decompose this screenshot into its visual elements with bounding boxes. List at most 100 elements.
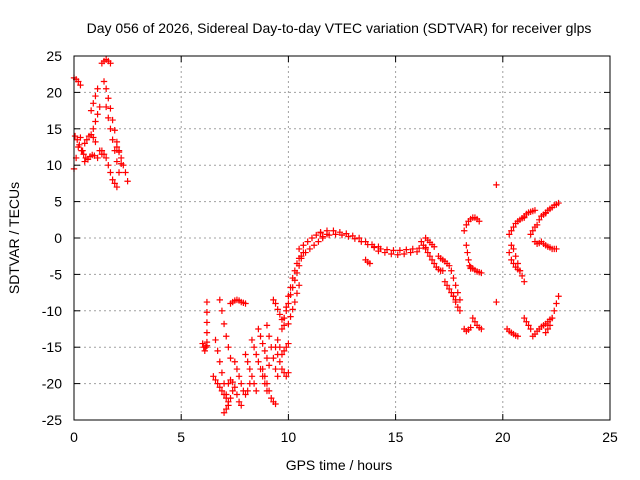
- data-point: [338, 231, 346, 239]
- data-point: [77, 81, 84, 89]
- data-point: [235, 373, 243, 380]
- data-point: [92, 92, 99, 100]
- data-point: [285, 369, 292, 376]
- data-point: [533, 221, 541, 229]
- data-point: [450, 293, 457, 300]
- data-point: [308, 234, 316, 242]
- data-point: [285, 320, 292, 328]
- data-point: [276, 358, 284, 365]
- data-point: [355, 234, 363, 242]
- data-point: [452, 298, 459, 306]
- data-point: [261, 347, 269, 355]
- data-point: [218, 307, 226, 314]
- y-tick-label: -15: [42, 339, 62, 355]
- data-point: [77, 134, 84, 141]
- data-point: [276, 311, 284, 318]
- data-point: [111, 180, 118, 187]
- data-point: [298, 253, 305, 260]
- data-point: [216, 358, 223, 365]
- data-point: [555, 293, 562, 300]
- data-point: [102, 154, 110, 162]
- data-point: [413, 248, 421, 256]
- data-point: [246, 365, 254, 373]
- data-point: [203, 298, 211, 306]
- data-point: [214, 347, 221, 355]
- data-point: [107, 169, 114, 176]
- data-point: [235, 398, 243, 405]
- data-point: [255, 325, 262, 333]
- data-point: [203, 329, 211, 336]
- data-point: [506, 231, 513, 238]
- grid-layer: [74, 56, 610, 420]
- data-point: [107, 105, 114, 112]
- data-point: [272, 365, 279, 373]
- data-point: [199, 340, 206, 347]
- x-tick-label: 5: [177, 429, 185, 445]
- data-point: [212, 336, 219, 344]
- data-point: [510, 245, 517, 253]
- data-point: [96, 147, 103, 154]
- y-tick-label: 0: [54, 230, 62, 246]
- data-point: [87, 107, 95, 114]
- plot-frame: [73, 55, 611, 421]
- data-point: [109, 116, 116, 124]
- data-point: [223, 391, 230, 398]
- data-point: [420, 242, 427, 249]
- data-point: [364, 241, 371, 248]
- data-point: [448, 289, 455, 296]
- data-point: [81, 158, 88, 165]
- data-point: [227, 354, 234, 362]
- data-point: [454, 303, 461, 311]
- data-point: [525, 322, 532, 329]
- data-point: [276, 344, 284, 351]
- data-point: [418, 238, 425, 245]
- data-point: [78, 147, 85, 154]
- data-point: [223, 333, 230, 340]
- data-point: [450, 274, 457, 282]
- data-point: [257, 333, 264, 340]
- data-point: [76, 141, 83, 149]
- data-point: [358, 238, 365, 245]
- y-tick-label: -10: [42, 303, 62, 319]
- data-point: [544, 325, 552, 333]
- data-point: [553, 245, 560, 253]
- data-point: [229, 387, 236, 395]
- data-point: [225, 402, 232, 409]
- data-point: [506, 249, 513, 256]
- data-point: [345, 233, 352, 240]
- data-point: [283, 307, 290, 314]
- data-point: [471, 318, 479, 325]
- data-point: [111, 127, 118, 134]
- data-point: [285, 340, 292, 347]
- data-point: [323, 227, 331, 234]
- data-point: [216, 296, 223, 304]
- data-point: [527, 325, 534, 333]
- data-point: [90, 100, 97, 107]
- data-point: [74, 136, 81, 143]
- data-point: [102, 85, 110, 92]
- data-point: [233, 391, 241, 398]
- data-point: [456, 307, 464, 314]
- data-point: [263, 322, 271, 329]
- data-point: [454, 289, 461, 296]
- data-point: [422, 245, 429, 253]
- data-point: [553, 300, 560, 307]
- data-point: [424, 249, 431, 256]
- data-point: [287, 291, 294, 298]
- data-point: [394, 251, 401, 258]
- data-point: [238, 380, 245, 387]
- y-tick-label: -5: [50, 266, 63, 282]
- x-tick-label: 20: [495, 429, 511, 445]
- data-point: [80, 151, 87, 158]
- data-point: [548, 314, 556, 322]
- data-point: [542, 329, 549, 336]
- data-point: [430, 260, 438, 267]
- data-point: [287, 313, 294, 320]
- data-point: [403, 246, 410, 253]
- y-axis-label: SDTVAR / TECUs: [6, 182, 22, 294]
- data-point: [117, 154, 125, 162]
- data-point: [265, 387, 273, 395]
- data-point: [115, 147, 123, 154]
- data-point: [446, 262, 453, 269]
